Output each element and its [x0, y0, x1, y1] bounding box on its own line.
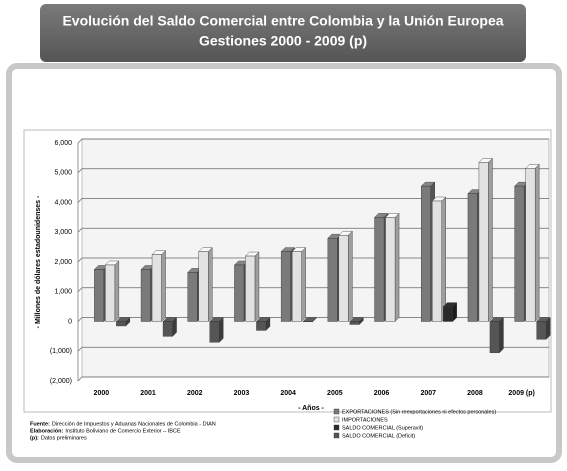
bar	[432, 201, 442, 321]
x-tick-label: 2005	[327, 390, 343, 397]
bar	[199, 252, 209, 322]
bar	[526, 168, 536, 321]
bar	[328, 238, 338, 321]
x-tick-label: 2000	[94, 390, 110, 397]
y-tick-label: 6,000	[54, 140, 72, 147]
y-tick-label: 1,000	[54, 289, 72, 296]
legend-label: SALDO COMERCIAL (Superavit)	[342, 425, 423, 431]
y-tick-label: 3,000	[54, 229, 72, 236]
y-tick-label: (1,000)	[50, 348, 72, 355]
bar	[339, 235, 349, 321]
x-tick-label: 2002	[187, 390, 203, 397]
x-tick-label: 2008	[467, 390, 483, 397]
bar	[292, 252, 302, 322]
x-tick-label: 2007	[420, 390, 436, 397]
bar	[163, 322, 173, 337]
bar	[468, 194, 478, 322]
bar	[350, 322, 360, 325]
x-tick-label: 2004	[280, 390, 296, 397]
bar	[281, 252, 291, 322]
bar	[234, 265, 244, 322]
x-axis-label: - Años -	[298, 405, 324, 412]
bar-side	[499, 318, 503, 353]
bar-side	[442, 197, 446, 321]
bar	[116, 322, 126, 326]
bar-side	[535, 164, 539, 321]
bar	[210, 322, 220, 343]
chart-subtitle: Gestiones 2000 - 2009 (p)	[199, 33, 367, 49]
note-label: Elaboración:	[30, 428, 63, 434]
bar	[141, 269, 151, 321]
legend-label: IMPORTACIONES	[342, 417, 388, 423]
y-axis-label: - Millones de dólares estadounidenses -	[35, 195, 42, 328]
legend-label: EXPORTACIONES (Sin reexportaciones ni ef…	[342, 409, 496, 415]
legend-swatch	[334, 433, 339, 438]
bar	[421, 186, 431, 321]
y-tick-label: 2,000	[54, 259, 72, 266]
bar	[515, 186, 525, 321]
x-tick-label: 2006	[374, 390, 390, 397]
bar-side	[302, 248, 306, 322]
bar-side	[488, 158, 492, 321]
note-label: Fuente:	[30, 421, 50, 427]
y-tick-label: 5,000	[54, 170, 72, 177]
x-tick-label: 2003	[234, 390, 250, 397]
bar	[188, 272, 198, 321]
bar	[152, 255, 162, 322]
bar	[537, 322, 547, 340]
note-label: (p):	[30, 435, 39, 441]
bar	[256, 322, 266, 331]
bar-side	[395, 213, 399, 321]
y-tick-label: 0	[68, 318, 72, 325]
legend-swatch	[334, 409, 339, 414]
bar	[479, 162, 489, 321]
bar	[490, 322, 500, 353]
y-tick-label: 4,000	[54, 199, 72, 206]
x-tick-label: 2009 (p)	[508, 390, 534, 397]
bar-side	[115, 261, 119, 322]
bar-side	[208, 248, 212, 322]
x-tick-label: 2001	[140, 390, 156, 397]
note-text: Instituto Boliviano de Comercio Exterior…	[65, 428, 181, 434]
legend-swatch	[334, 425, 339, 430]
note-text: Dirección de Impuestos y Aduanas Naciona…	[52, 421, 216, 427]
bar	[443, 307, 453, 322]
chart-title: Evolución del Saldo Comercial entre Colo…	[62, 13, 503, 29]
note-text: Datos preliminares	[41, 435, 87, 441]
bar	[94, 269, 104, 321]
bar-side	[348, 231, 352, 321]
bar	[245, 256, 255, 321]
bar-side	[162, 251, 166, 322]
y-tick-label: (2,000)	[50, 378, 72, 385]
legend-swatch	[334, 417, 339, 422]
bar	[375, 217, 385, 321]
bar-side	[219, 318, 223, 343]
bar-side	[255, 252, 259, 321]
bar	[105, 265, 115, 322]
bar	[386, 217, 396, 321]
legend-label: SALDO COMERCIAL (Deficit)	[342, 433, 415, 439]
